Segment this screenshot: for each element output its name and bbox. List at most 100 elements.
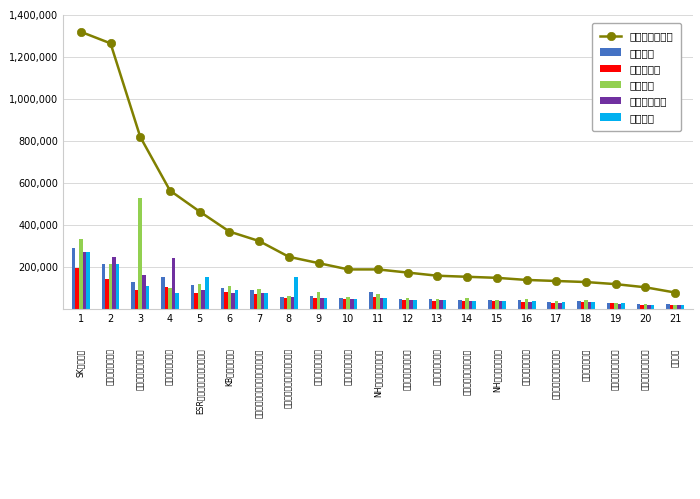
브랜드평판지수 [671,289,680,295]
Bar [462,301,466,309]
브랜드평판지수 [106,40,115,46]
Text: KB스타리얼운용: KB스타리얼운용 [225,348,234,386]
Bar [195,292,198,309]
Bar [108,264,112,309]
Bar [258,289,261,309]
Bar [317,291,321,309]
Bar [651,305,654,309]
Bar [588,302,592,309]
Bar [610,303,614,309]
Text: 시한서부에디지스오: 시한서부에디지스오 [611,348,620,390]
Bar [142,274,146,309]
Bar [346,297,350,309]
Bar [577,301,581,309]
Bar [518,300,522,309]
브랜드평판지수 [195,209,204,215]
Bar [164,287,168,309]
Text: 에이리츠: 에이리츠 [671,348,680,367]
브랜드평판지수 [225,229,234,235]
Text: ESR쾌림실질에스테이트운용: ESR쾌림실질에스테이트운용 [195,348,204,414]
Bar [644,304,648,309]
Bar [343,299,346,309]
Bar [561,302,565,309]
Bar [469,301,472,309]
Bar [86,251,90,309]
Text: 이지스트리트리츠: 이지스트리트리츠 [433,348,442,385]
브랜드평판지수 [344,266,353,272]
Bar [116,264,120,309]
Bar [677,305,680,309]
Bar [79,239,83,309]
브랜드평판지수 [255,238,263,244]
Bar [614,303,617,309]
Bar [680,305,684,309]
Bar [584,300,588,309]
Legend: 브랜드평판지수, 참여지수, 미디어지수, 소통지수, 콴뮤니티지수, 시장지수: 브랜드평판지수, 참여지수, 미디어지수, 소통지수, 콴뮤니티지수, 시장지수 [592,23,682,131]
브랜드평판지수 [582,279,590,285]
브랜드평판지수 [522,277,531,283]
Bar [220,288,224,309]
Bar [102,264,105,309]
Bar [491,301,495,309]
Bar [399,299,402,309]
Bar [76,268,79,309]
Bar [290,297,294,309]
브랜드평판지수 [493,275,501,281]
Bar [432,301,435,309]
Bar [384,298,387,309]
Bar [402,300,406,309]
Bar [112,257,116,309]
Text: 제이피모간에셋운용: 제이피모간에셋운용 [136,348,145,390]
Bar [72,249,76,309]
Bar [83,251,86,309]
Bar [280,297,284,309]
Bar [228,286,231,309]
브랜드평판지수 [166,188,174,194]
Text: NH프라임리얼리츠: NH프라임리얼리츠 [492,348,501,392]
Bar [428,299,432,309]
Bar [234,290,238,309]
Bar [670,305,673,309]
Bar [410,300,413,309]
Bar [254,293,258,309]
Bar [369,291,372,309]
Bar [640,305,644,309]
Bar [439,300,443,309]
브랜드평판지수 [463,274,471,280]
브랜드평판지수 [285,254,293,260]
Bar [551,303,554,309]
Bar [265,292,268,309]
Bar [592,302,595,309]
Bar [406,298,410,309]
Text: NH투자증권윤용리츠: NH투자증권윤용리츠 [374,348,382,397]
Bar [321,298,324,309]
브랜드평판지수 [314,260,323,266]
Bar [261,292,265,309]
Bar [139,198,142,309]
Bar [607,303,610,309]
Bar [558,303,561,309]
Text: 코리안로지스운용: 코리안로지스운용 [522,348,531,385]
Bar [205,277,209,309]
Bar [522,302,525,309]
Text: 미래에셋자산운용: 미래에셋자산운용 [106,348,115,385]
Bar [175,292,179,309]
Bar [372,297,376,309]
Bar [525,299,528,309]
브랜드평판지수 [374,266,382,272]
Bar [466,298,469,309]
Text: 코리안라이프프로인터레이션리츠: 코리안라이프프로인터레이션리츠 [255,348,264,418]
Text: 미래에셋실질에스테이트: 미래에셋실질에스테이트 [552,348,561,399]
Bar [284,298,287,309]
Bar [146,286,149,309]
Bar [473,300,476,309]
Bar [528,302,532,309]
Bar [443,300,447,309]
브랜드평판지수 [76,29,85,35]
Text: SK리타이어: SK리타이어 [76,348,85,377]
Bar [380,298,384,309]
Line: 브랜드평판지수: 브랜드평판지수 [77,27,679,297]
Bar [132,282,135,309]
Bar [172,258,175,309]
Bar [324,298,328,309]
